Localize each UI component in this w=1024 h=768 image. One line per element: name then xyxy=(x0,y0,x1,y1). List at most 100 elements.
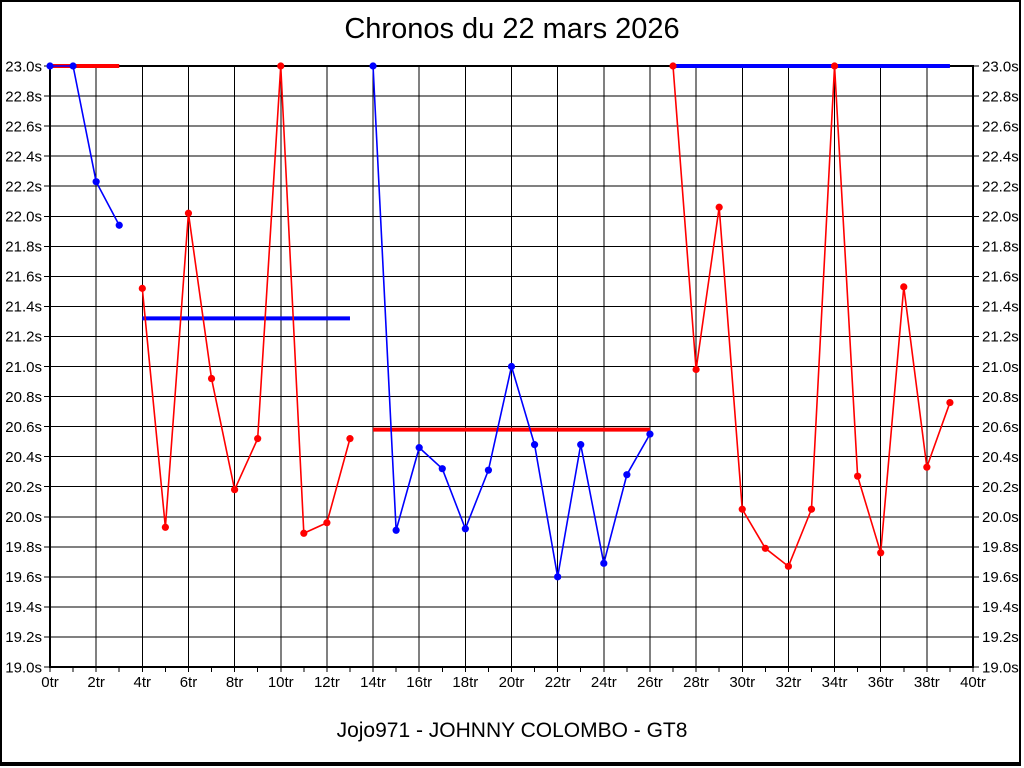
y-tick-label-left: 21.0s xyxy=(5,359,42,376)
x-tick-label: 0tr xyxy=(41,674,59,691)
red-driver-data-point xyxy=(207,374,216,383)
blue-driver-data-point xyxy=(461,525,469,533)
red-driver-data-point xyxy=(138,284,146,292)
y-tick-label-left: 20.8s xyxy=(5,389,42,406)
blue-driver-data-point xyxy=(530,441,539,449)
x-tick-label: 10tr xyxy=(268,674,294,691)
y-tick-label-right: 21.4s xyxy=(982,299,1019,316)
y-tick-label-left: 21.6s xyxy=(5,269,42,286)
x-tick-label: 36tr xyxy=(868,674,894,691)
y-tick-label-left: 19.0s xyxy=(5,659,42,676)
y-tick-label-left: 20.4s xyxy=(5,449,42,466)
y-tick-label-right: 20.6s xyxy=(982,419,1019,436)
x-tick-label: 4tr xyxy=(134,674,152,691)
x-tick-label: 14tr xyxy=(360,674,386,691)
x-tick-label: 16tr xyxy=(406,674,432,691)
y-tick-label-right: 21.6s xyxy=(982,269,1019,286)
red-driver-data-point xyxy=(161,523,169,531)
y-tick-label-left: 20.6s xyxy=(5,419,42,436)
x-tick-label: 22tr xyxy=(545,674,571,691)
y-tick-label-right: 22.8s xyxy=(982,88,1019,105)
y-tick-label-left: 19.4s xyxy=(5,599,42,616)
blue-driver-data-point xyxy=(69,62,77,70)
y-tick-label-left: 21.4s xyxy=(5,299,42,316)
red-driver-data-point xyxy=(761,544,769,552)
red-driver-data-point xyxy=(923,463,931,471)
y-tick-label-right: 20.4s xyxy=(982,449,1019,466)
blue-driver-data-point xyxy=(600,559,608,567)
y-tick-label-left: 19.8s xyxy=(5,539,42,556)
red-driver-data-point xyxy=(946,398,954,407)
y-tick-label-left: 21.2s xyxy=(5,329,42,346)
y-tick-label-right: 20.0s xyxy=(982,509,1019,526)
red-driver-data-point xyxy=(184,209,193,217)
blue-driver-data-point xyxy=(646,430,654,438)
red-driver-data-point xyxy=(323,519,331,527)
red-driver-data-point xyxy=(300,529,308,537)
x-tick-label: 30tr xyxy=(729,674,755,691)
x-tick-label: 20tr xyxy=(499,674,525,691)
blue-driver-data-point xyxy=(92,178,100,186)
x-tick-label: 32tr xyxy=(775,674,801,691)
blue-driver-data-point xyxy=(46,62,54,70)
blue-driver-data-point xyxy=(577,441,585,449)
y-tick-label-right: 22.4s xyxy=(982,148,1019,165)
x-tick-label: 28tr xyxy=(683,674,709,691)
red-driver-data-point xyxy=(715,203,723,211)
y-tick-label-left: 22.6s xyxy=(5,118,42,135)
red-driver-data-point xyxy=(254,435,262,443)
x-tick-label: 8tr xyxy=(226,674,244,691)
red-driver-data-point xyxy=(807,505,816,513)
y-tick-label-right: 22.0s xyxy=(982,209,1019,226)
blue-driver-data-point xyxy=(554,573,562,581)
x-tick-label: 2tr xyxy=(87,674,105,691)
y-tick-label-left: 21.8s xyxy=(5,239,42,256)
y-tick-label-right: 22.6s xyxy=(982,118,1019,135)
y-tick-label-right: 21.8s xyxy=(982,239,1019,256)
y-tick-label-right: 19.0s xyxy=(982,659,1019,676)
red-driver-data-point xyxy=(900,283,908,291)
x-tick-label: 38tr xyxy=(914,674,940,691)
y-tick-label-right: 23.0s xyxy=(982,58,1019,75)
x-tick-label: 6tr xyxy=(180,674,198,691)
red-driver-data-point xyxy=(231,486,239,494)
x-tick-label: 26tr xyxy=(637,674,663,691)
y-tick-label-right: 19.8s xyxy=(982,539,1019,556)
y-tick-label-left: 22.2s xyxy=(5,178,42,195)
chart-title: Chronos du 22 mars 2026 xyxy=(344,13,680,45)
y-tick-label-right: 19.4s xyxy=(982,599,1019,616)
y-tick-label-left: 22.8s xyxy=(5,88,42,105)
y-tick-label-left: 19.2s xyxy=(5,629,42,646)
y-tick-label-right: 21.0s xyxy=(982,359,1019,376)
red-driver-data-point xyxy=(346,435,354,443)
y-tick-label-right: 20.8s xyxy=(982,389,1019,406)
red-driver-data-point xyxy=(854,472,862,480)
y-tick-label-left: 20.2s xyxy=(5,479,42,496)
blue-driver-data-point xyxy=(623,471,631,479)
chart-footer: Jojo971 - JOHNNY COLOMBO - GT8 xyxy=(336,719,688,742)
y-tick-label-left: 19.6s xyxy=(5,569,42,586)
y-tick-label-left: 22.4s xyxy=(5,148,42,165)
red-driver-data-point xyxy=(830,62,839,70)
x-tick-label: 24tr xyxy=(591,674,617,691)
y-tick-label-left: 20.0s xyxy=(5,509,42,526)
blue-driver-data-point xyxy=(115,221,123,229)
blue-driver-data-point xyxy=(484,466,493,474)
x-tick-label: 34tr xyxy=(822,674,848,691)
red-driver-line xyxy=(141,65,351,535)
x-tick-label: 18tr xyxy=(452,674,478,691)
red-driver-data-point xyxy=(692,365,700,374)
y-tick-label-left: 23.0s xyxy=(5,58,42,75)
y-tick-label-right: 19.6s xyxy=(982,569,1019,586)
blue-driver-data-point xyxy=(415,444,423,452)
y-tick-label-right: 22.2s xyxy=(982,178,1019,195)
x-tick-label: 12tr xyxy=(314,674,340,691)
y-tick-label-right: 20.2s xyxy=(982,479,1019,496)
red-driver-data-point xyxy=(784,562,793,570)
red-driver-data-point xyxy=(277,62,285,70)
y-tick-label-right: 21.2s xyxy=(982,329,1019,346)
y-tick-label-right: 19.2s xyxy=(982,629,1019,646)
plot-border xyxy=(49,65,974,668)
x-tick-label: 40tr xyxy=(960,674,986,691)
blue-driver-data-point xyxy=(438,465,446,473)
